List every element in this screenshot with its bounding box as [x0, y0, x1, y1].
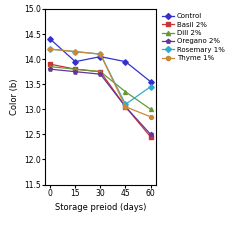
Rosemary 1% — [124, 103, 126, 106]
Thyme 1% — [148, 115, 152, 118]
Control — [124, 60, 126, 63]
Dill 2% — [98, 70, 102, 73]
Line: Basil 2%: Basil 2% — [48, 62, 152, 139]
Control — [74, 60, 76, 63]
Thyme 1% — [124, 106, 126, 108]
Oregano 2% — [98, 73, 102, 76]
Oregano 2% — [148, 133, 152, 136]
Thyme 1% — [74, 50, 76, 53]
Control — [148, 80, 152, 83]
Control — [98, 55, 102, 58]
Basil 2% — [124, 106, 126, 108]
Line: Rosemary 1%: Rosemary 1% — [48, 47, 152, 106]
Basil 2% — [98, 70, 102, 73]
Dill 2% — [148, 108, 152, 111]
Control — [48, 38, 51, 40]
Rosemary 1% — [98, 53, 102, 56]
Dill 2% — [48, 65, 51, 68]
Line: Dill 2%: Dill 2% — [48, 65, 152, 111]
Y-axis label: Color (b): Color (b) — [10, 79, 18, 115]
Thyme 1% — [98, 53, 102, 56]
Legend: Control, Basil 2%, Dill 2%, Oregano 2%, Rosemary 1%, Thyme 1%: Control, Basil 2%, Dill 2%, Oregano 2%, … — [161, 12, 224, 62]
Rosemary 1% — [48, 48, 51, 50]
Line: Thyme 1%: Thyme 1% — [48, 47, 152, 119]
Thyme 1% — [48, 48, 51, 50]
Oregano 2% — [124, 106, 126, 108]
Basil 2% — [48, 63, 51, 65]
Basil 2% — [148, 135, 152, 138]
Rosemary 1% — [74, 50, 76, 53]
Rosemary 1% — [148, 85, 152, 88]
Dill 2% — [74, 68, 76, 70]
Oregano 2% — [74, 70, 76, 73]
Line: Oregano 2%: Oregano 2% — [48, 67, 152, 136]
Basil 2% — [74, 68, 76, 70]
Dill 2% — [124, 90, 126, 93]
X-axis label: Storage preiod (days): Storage preiod (days) — [54, 203, 146, 212]
Oregano 2% — [48, 68, 51, 70]
Line: Control: Control — [48, 37, 152, 84]
